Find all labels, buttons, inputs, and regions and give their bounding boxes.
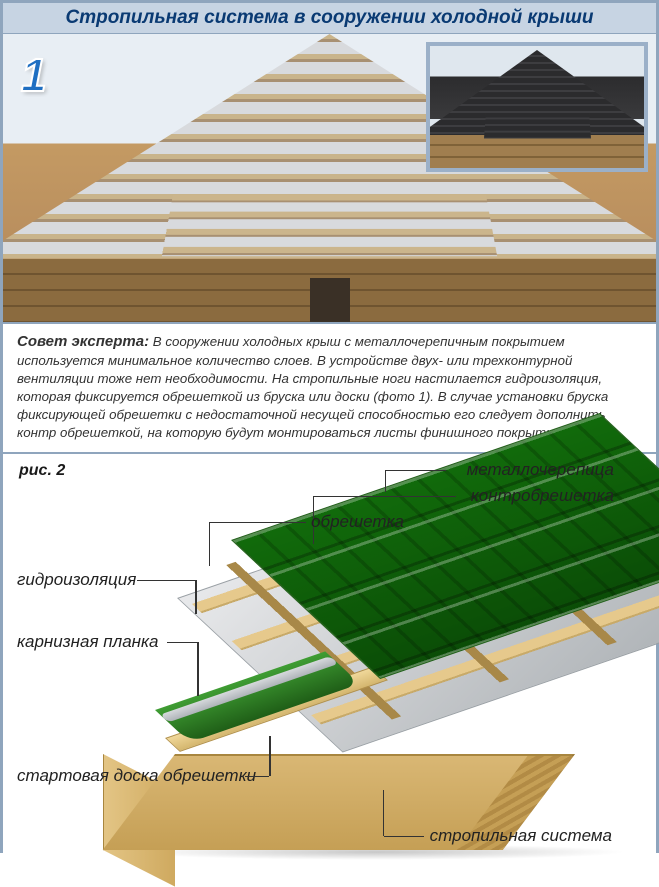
callout-eave-strip: карнизная планка	[17, 632, 159, 652]
page-title: Стропильная система в сооружении холодно…	[65, 7, 593, 28]
callout-text: металлочерепица	[467, 460, 614, 479]
figure-label: рис. 2	[19, 462, 65, 480]
log-wall	[3, 259, 656, 322]
advice-label: Совет эксперта:	[17, 333, 149, 350]
awning	[162, 195, 498, 257]
callout-text: обрешетка	[311, 512, 404, 531]
callout-metal-tile: металлочерепица	[467, 460, 614, 480]
inset-wall	[430, 134, 644, 168]
callout-text: карнизная планка	[17, 632, 159, 651]
door	[310, 278, 350, 322]
photo-section: 1	[3, 34, 656, 324]
roof-layers-diagram: рис. 2 металлочерепица контробрешетка об…	[3, 454, 656, 867]
callout-waterproofing: гидроизоляция	[17, 570, 136, 590]
title-bar: Стропильная система в сооружении холодно…	[3, 3, 656, 34]
callout-text: стропильная система	[430, 826, 612, 845]
callout-text: стартовая доска обрешетки	[17, 766, 256, 785]
callout-counter-batten: контробрешетка	[471, 486, 614, 506]
callout-rafter-system: стропильная система	[430, 826, 612, 846]
infographic-frame: Стропильная система в сооружении холодно…	[0, 0, 659, 853]
inset-awning	[484, 113, 591, 138]
step-number-badge: 1	[21, 48, 47, 102]
inset-photo	[426, 42, 648, 172]
callout-batten: обрешетка	[311, 512, 404, 532]
callout-text: гидроизоляция	[17, 570, 136, 589]
callout-starter-board: стартовая доска обрешетки	[17, 766, 256, 786]
roof-assembly	[57, 502, 617, 854]
callout-text: контробрешетка	[471, 486, 614, 505]
